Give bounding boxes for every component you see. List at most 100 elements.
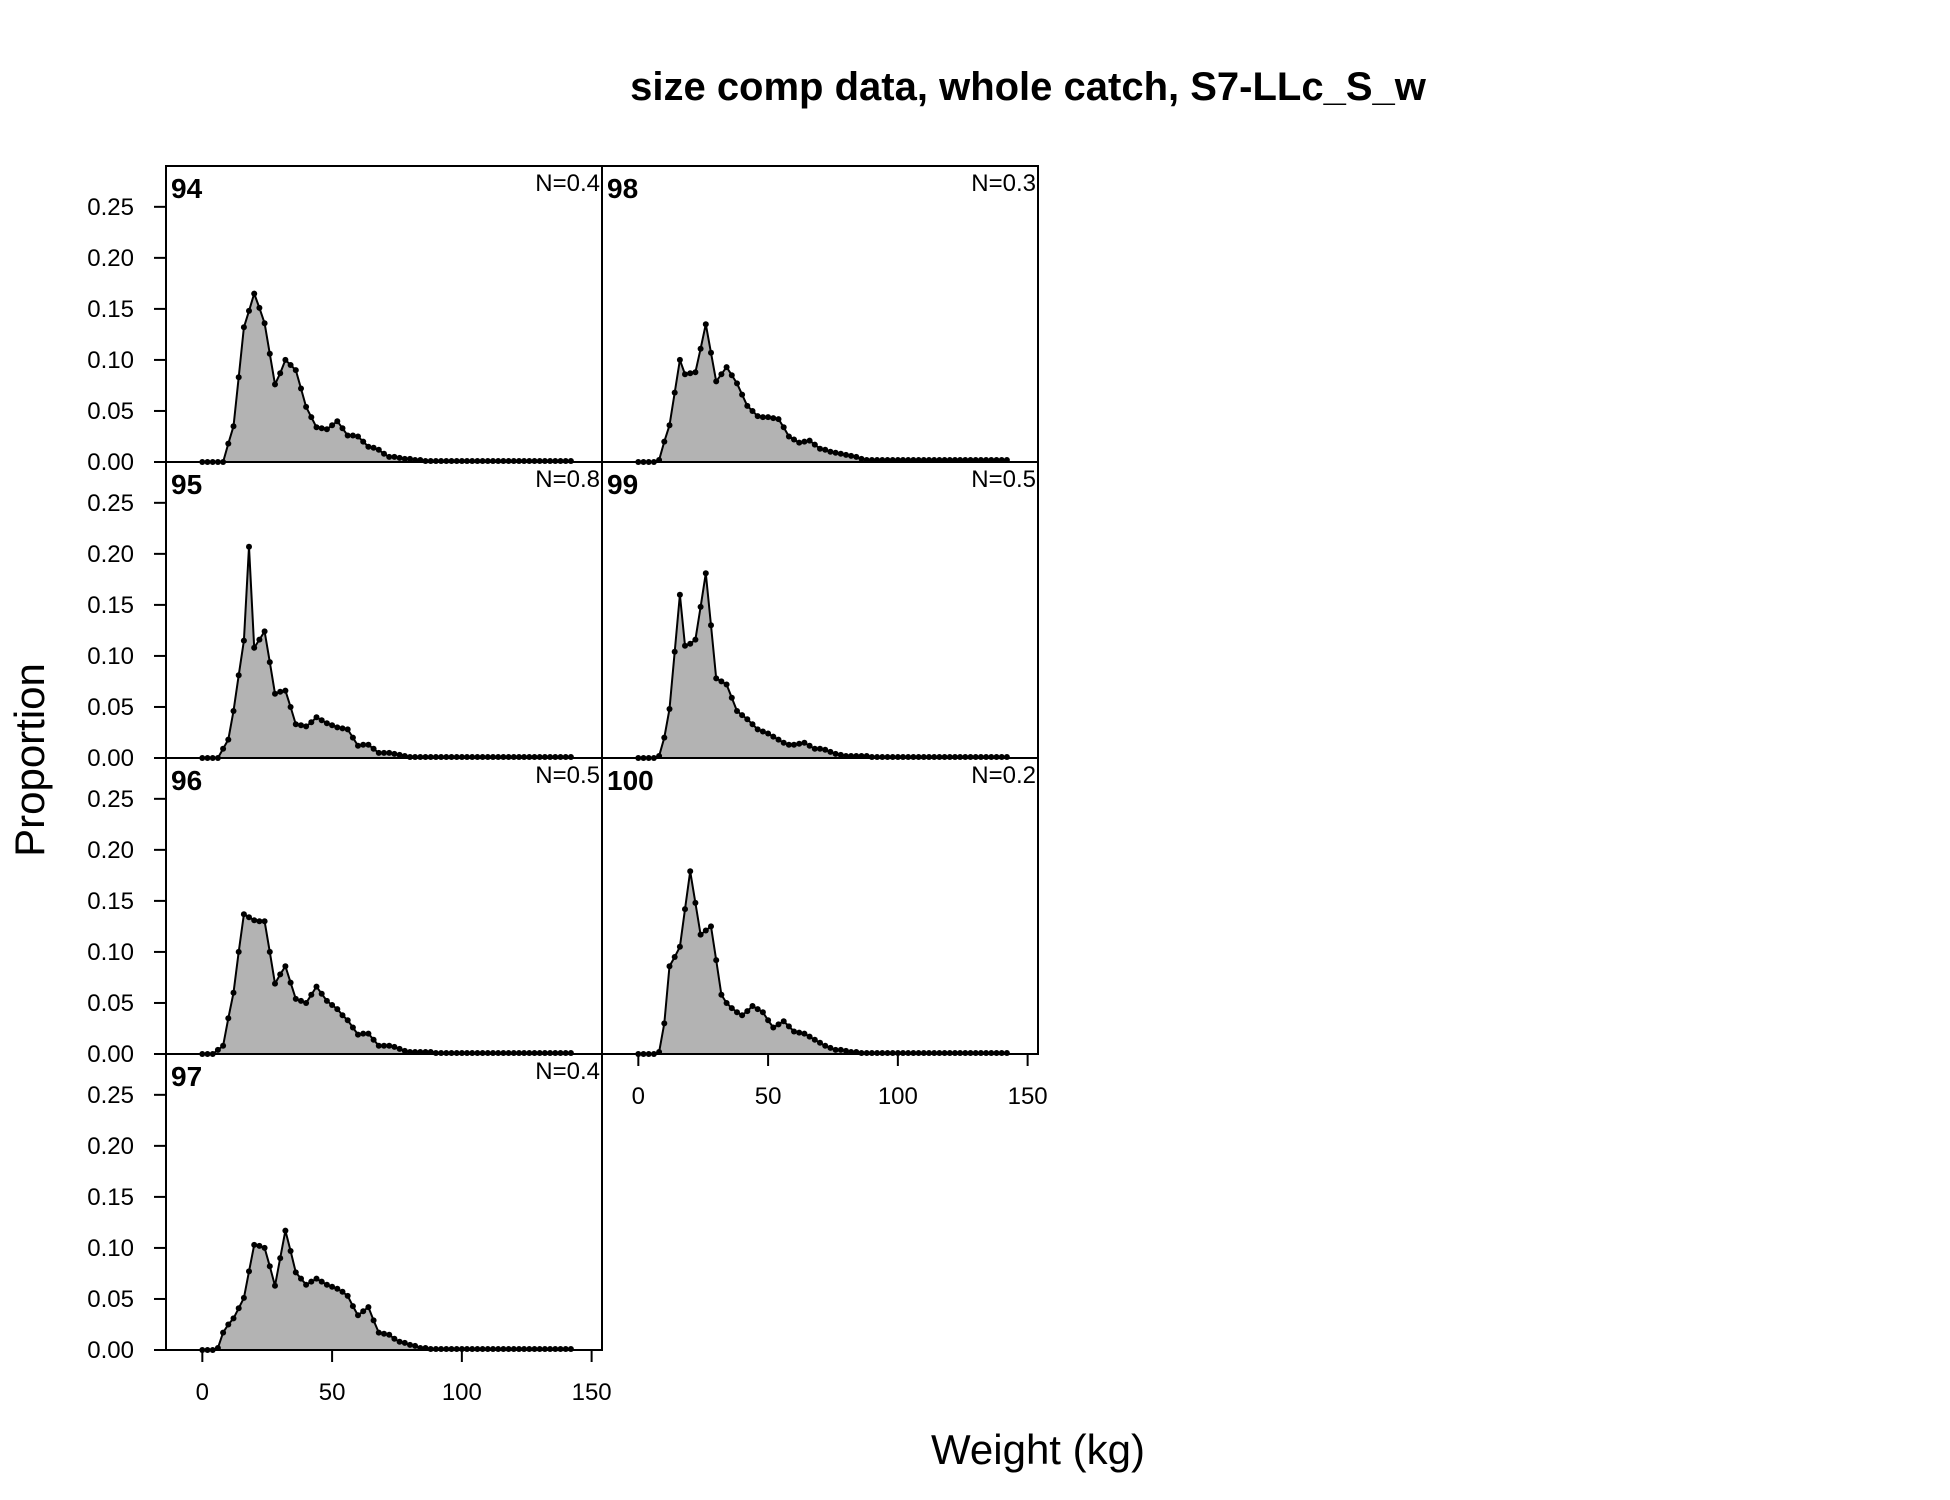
point-95-56	[344, 726, 351, 733]
point-94-50	[329, 422, 336, 429]
panel-100: 100 N=0.2 0 50 100 150	[601, 757, 1048, 1110]
point-94-12	[230, 423, 237, 430]
point-98-38	[734, 380, 740, 387]
point-95-52	[334, 724, 341, 731]
point-99-54	[775, 736, 782, 743]
point-99-68	[811, 745, 818, 752]
point-98-54	[775, 416, 782, 423]
point-96-46	[318, 990, 325, 997]
x-tick-label-97-3: 150	[572, 1379, 612, 1406]
panel-96: 96 N=0.5 0.00 0.05 0.10 0.15 0.20 0.25	[87, 757, 603, 1068]
point-97-16	[240, 1294, 247, 1301]
point-96-66	[370, 1036, 377, 1043]
area-99	[638, 573, 1007, 758]
point-99-52	[770, 733, 777, 740]
point-100-22	[692, 899, 699, 906]
point-99-58	[785, 741, 792, 748]
point-96-18	[246, 914, 252, 921]
point-94-52	[334, 418, 341, 425]
y-tick-label-94-2: 0.10	[87, 347, 134, 374]
point-98-14	[671, 389, 678, 396]
point-97-48	[323, 1281, 330, 1288]
panel-98: 98 N=0.3	[601, 165, 1039, 465]
point-100-36	[728, 1005, 735, 1012]
point-100-76	[832, 1046, 839, 1053]
panel-frame-97	[165, 1053, 603, 1351]
point-95-14	[235, 672, 242, 679]
point-98-18	[682, 371, 688, 378]
point-98-10	[661, 438, 668, 445]
point-98-22	[692, 369, 699, 376]
x-axis-title: Weight (kg)	[931, 1426, 1145, 1473]
area-97	[202, 1230, 571, 1350]
point-100-56	[780, 1018, 787, 1025]
point-98-60	[791, 436, 797, 443]
panel-label-99: 99	[607, 469, 638, 500]
point-96-62	[360, 1030, 367, 1037]
point-97-10	[225, 1321, 232, 1328]
n-label-99: N=0.5	[971, 466, 1036, 493]
point-94-80	[407, 455, 413, 462]
x-tick-label-100-2: 100	[878, 1083, 918, 1110]
point-98-46	[754, 413, 761, 420]
point-95-70	[381, 749, 387, 756]
point-97-54	[339, 1288, 346, 1295]
point-96-28	[272, 980, 278, 987]
point-98-44	[749, 408, 756, 414]
point-100-14	[671, 954, 678, 960]
point-95-64	[365, 741, 372, 748]
point-95-60	[355, 742, 361, 749]
point-96-16	[240, 911, 247, 918]
point-94-38	[298, 385, 304, 392]
point-95-62	[360, 741, 367, 748]
point-97-36	[292, 1269, 299, 1276]
point-95-34	[287, 704, 294, 710]
point-96-54	[339, 1012, 346, 1019]
point-95-30	[277, 688, 284, 695]
point-100-78	[837, 1046, 844, 1053]
y-tick-label-95-4: 0.20	[87, 541, 134, 568]
point-94-74	[391, 453, 398, 460]
point-100-34	[723, 1000, 730, 1006]
y-tick-label-95-2: 0.10	[87, 643, 134, 670]
area-95	[202, 546, 571, 758]
point-98-36	[728, 372, 735, 379]
point-98-70	[817, 445, 823, 452]
point-95-72	[386, 749, 393, 756]
point-100-44	[749, 1003, 756, 1009]
point-98-32	[718, 371, 725, 378]
panel-label-100: 100	[607, 765, 654, 796]
point-100-48	[759, 1009, 766, 1016]
panel-94: 94 N=0.4 0.00 0.05 0.10 0.15 0.20 0.25	[87, 165, 603, 476]
point-96-34	[287, 979, 294, 986]
point-97-60	[355, 1312, 361, 1319]
point-97-66	[370, 1317, 377, 1324]
point-98-34	[723, 364, 730, 371]
point-94-54	[339, 425, 346, 432]
point-98-66	[806, 437, 813, 444]
point-98-28	[708, 349, 714, 356]
area-100	[638, 871, 1007, 1054]
point-99-78	[837, 751, 844, 758]
point-97-42	[308, 1278, 315, 1285]
point-94-56	[344, 432, 351, 439]
point-96-20	[251, 917, 258, 924]
y-tick-label-95-3: 0.15	[87, 592, 134, 619]
point-94-28	[272, 381, 278, 388]
point-96-14	[235, 948, 242, 955]
point-100-46	[754, 1006, 761, 1013]
point-98-68	[811, 441, 818, 448]
point-96-70	[381, 1042, 387, 1049]
point-99-70	[817, 745, 823, 752]
point-95-50	[329, 722, 336, 729]
point-99-12	[666, 706, 673, 712]
y-tick-label-94-3: 0.15	[87, 296, 134, 323]
y-tick-label-96-2: 0.10	[87, 939, 134, 966]
point-95-58	[349, 734, 356, 741]
point-100-72	[822, 1042, 829, 1049]
panel-frame-98	[601, 165, 1039, 463]
y-tick-label-94-5: 0.25	[87, 194, 134, 221]
y-tick-label-97-0: 0.00	[87, 1337, 134, 1364]
y-tick-label-97-3: 0.15	[87, 1184, 134, 1211]
